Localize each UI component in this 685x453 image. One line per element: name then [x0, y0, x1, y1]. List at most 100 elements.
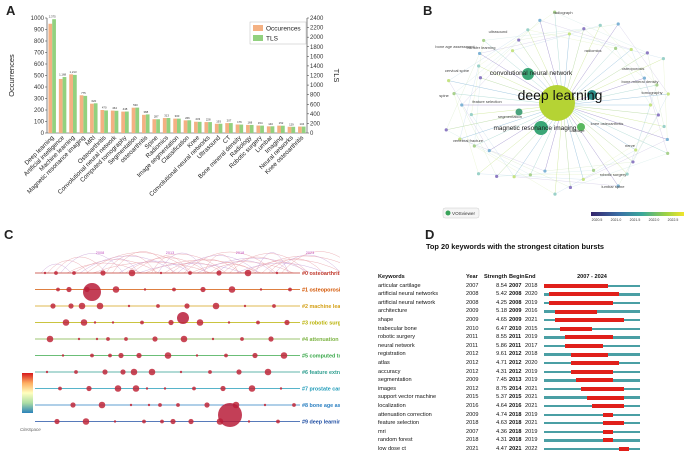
timeline-node [228, 286, 236, 293]
network-label: cervical spine [445, 68, 470, 73]
panel-c-timeline: C 2008 2013 2018 2023 #0 osteoarthritis #1 os… [0, 225, 368, 438]
panel-a-bar-chart: A 0 100 200 300 400 500 600 700 800 900 1000 0 200 40… [0, 0, 341, 205]
burst-bar [554, 309, 598, 314]
burst-cell-year: 2021 [466, 445, 479, 452]
cluster-label: #5 computed tomography [302, 354, 340, 360]
burst-timeline-cell [544, 299, 640, 308]
bar-occurrences [131, 107, 136, 133]
timeline-node [268, 336, 274, 342]
timeline-node [164, 352, 172, 359]
timeline-node [211, 337, 215, 341]
network-node [642, 76, 647, 80]
citation-arc [209, 263, 257, 274]
network-edge [461, 104, 497, 177]
burst-cell-year: 2009 [466, 411, 479, 418]
colorbar-tick-label: 2021.5 [630, 218, 641, 222]
bar-occurrences [142, 114, 146, 133]
burst-row: feature selection 2018 4.63 2018 2021 [378, 419, 640, 428]
timeline-year-label: 2018 [236, 251, 244, 255]
network-node [553, 10, 557, 14]
header-keywords: Keywords [378, 274, 405, 280]
burst-cell-year: 2009 [466, 308, 479, 315]
bar-occurrences [194, 121, 198, 133]
burst-cell-end: 2019 [525, 299, 538, 306]
network-edge [635, 84, 658, 151]
timeline-node [82, 418, 90, 425]
vosviewer-logo-text: VOSviewer [452, 211, 475, 216]
burst-cell-end: 2020 [525, 359, 538, 366]
burst-cell-keyword: artificial neural network [378, 299, 436, 306]
legend-label-tls: TLS [266, 36, 279, 43]
burst-cell-year: 2012 [466, 351, 479, 358]
burst-timeline-cell [544, 333, 640, 342]
burst-cell-keyword: architecture [378, 308, 408, 315]
network-node [510, 49, 515, 53]
cluster-label: #2 machine learning [302, 304, 340, 310]
bar-occurrences [183, 120, 188, 133]
burst-timeline-cell [544, 411, 640, 420]
burst-cell-begin: 2018 [509, 420, 522, 427]
timeline-color-legend [22, 373, 33, 413]
bar-data-label: 134 [299, 122, 304, 126]
timeline-node [170, 418, 176, 425]
header-range: 2007 - 2024 [577, 274, 607, 280]
burst-cell-strength: 4.36 [496, 428, 507, 435]
bar-data-label: 300 [175, 114, 180, 118]
network-edge [446, 53, 480, 130]
burst-cell-begin: 2007 [509, 282, 522, 289]
burst-timeline-cell [544, 342, 640, 351]
citation-arc [99, 258, 139, 274]
network-node [447, 79, 451, 83]
bar-tls [83, 95, 88, 133]
y2-tick-label: 1800 [310, 45, 324, 51]
timeline-node [45, 370, 49, 374]
y2-axis-label: TLS [332, 69, 340, 83]
timeline-node [96, 302, 104, 310]
burst-cell-strength: 7.45 [496, 377, 507, 384]
y2-tick-label: 1000 [310, 83, 324, 89]
bar-occurrences [58, 78, 63, 133]
burst-cell-begin: 2009 [509, 316, 522, 323]
bar-data-label: 233 [195, 117, 200, 121]
bar-data-label: 1,168 [59, 73, 66, 77]
network-label: transfer learning [467, 45, 496, 50]
burst-cell-keyword: trabecular bone [378, 325, 417, 332]
burst-table-title: Top 20 keywords with the strongest citat… [425, 242, 605, 251]
network-label: bone mineral density [622, 79, 659, 84]
burst-cell-end: 2019 [525, 368, 538, 375]
network-node [460, 103, 464, 107]
timeline-node-large [177, 312, 189, 324]
bar-tls [291, 126, 296, 133]
bar-occurrences [214, 123, 219, 133]
network-edge [478, 11, 555, 67]
colorbar-tick-label: 2022.5 [668, 218, 679, 222]
timeline-node [184, 303, 190, 309]
burst-row: shape 2009 4.65 2009 2021 [378, 316, 640, 325]
panel-b-network: B deep learning convolutional neural netw… [345, 0, 685, 222]
network-edge [471, 40, 484, 115]
timeline-node [124, 337, 128, 341]
burst-bar [549, 292, 619, 297]
timeline-node [227, 321, 231, 324]
bar-data-label: 152 [279, 121, 284, 125]
network-edge [554, 149, 636, 195]
burst-cell-strength: 4.64 [496, 402, 507, 409]
burst-cell-year: 2007 [466, 428, 479, 435]
y-tick-label: 900 [34, 28, 45, 34]
citation-arc [268, 258, 324, 274]
timeline-node [54, 418, 60, 425]
network-edge [453, 39, 519, 94]
network-edge [663, 58, 668, 140]
burst-cell-strength: 4.63 [496, 420, 507, 427]
bar-occurrences [121, 111, 125, 133]
burst-timeline-cell [544, 282, 640, 291]
burst-bar [618, 447, 630, 452]
network-edge [446, 129, 531, 175]
burst-cell-year: 2018 [466, 420, 479, 427]
timeline-node [90, 353, 94, 358]
network-edge [514, 176, 619, 187]
bar-tls [218, 123, 223, 133]
network-node [616, 184, 620, 188]
burst-cell-end: 2021 [525, 420, 538, 427]
burst-bar [565, 343, 603, 348]
